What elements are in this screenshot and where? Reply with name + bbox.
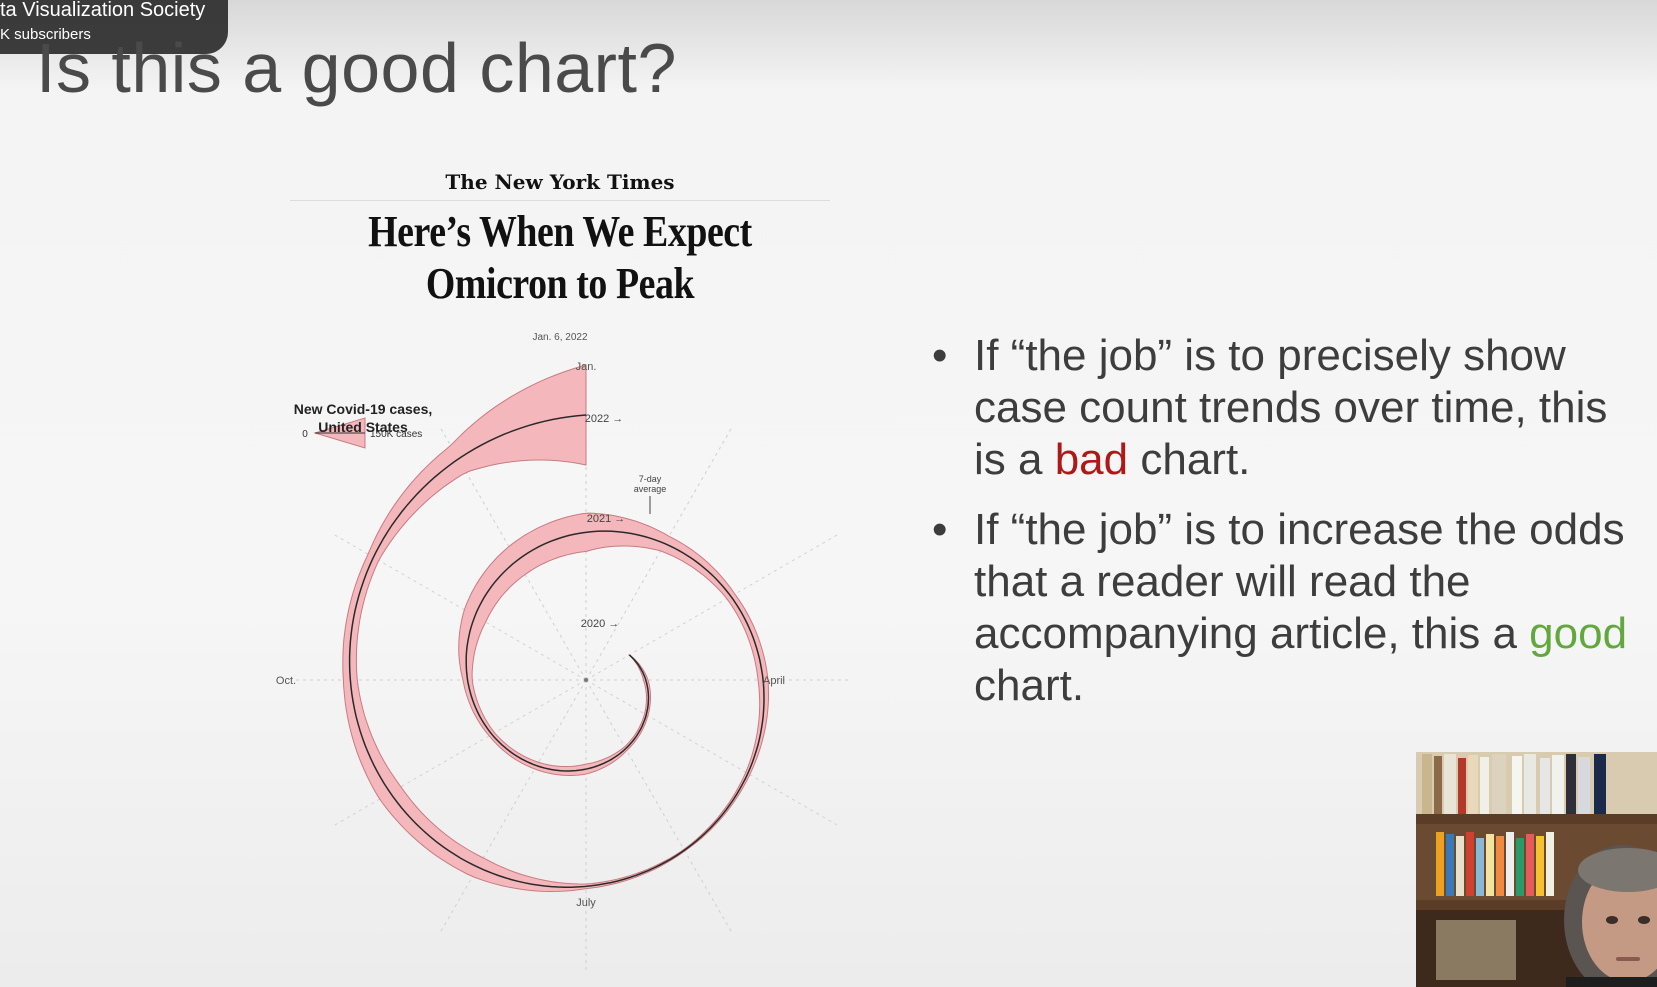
channel-overlay[interactable]: ta Visualization Society K subscribers [0, 0, 228, 54]
annotation-label: 7-day average [634, 474, 667, 494]
grid-spoke [585, 534, 838, 681]
figure-headline: Here’s When We Expect Omicron to Peak [368, 207, 752, 308]
publication-logo: The New York Times [445, 170, 675, 194]
annotation-line: average [634, 484, 667, 494]
highlight-word: good [1529, 609, 1628, 658]
seven-day-average-line [348, 414, 765, 888]
bullet-dot: • [932, 331, 948, 380]
month-label: April [763, 675, 785, 687]
webcam-video [1416, 752, 1657, 987]
subscriber-count: K subscribers [0, 26, 91, 43]
chart-center [584, 678, 588, 682]
bullet-dot: • [932, 505, 948, 554]
bullet-text-end: chart. [974, 661, 1085, 710]
chart-labels: Jan. April July Oct. 2020 → 2021 → 2022 → 7-day… [276, 361, 785, 909]
legend-max-label: 150K cases [370, 429, 422, 440]
year-label: 2021 → [587, 513, 626, 525]
grid-spoke [585, 428, 732, 681]
presenter-webcam [1416, 752, 1657, 987]
channel-name[interactable]: ta Visualization Society [0, 0, 206, 21]
highlight-word: bad [1054, 435, 1129, 484]
legend-zero-label: 0 [302, 429, 308, 440]
divider [290, 200, 830, 201]
legend-title: New Covid-19 cases, United States [293, 401, 433, 435]
year-label: 2022 → [585, 413, 624, 425]
chart-band [342, 364, 769, 893]
chart-grid [296, 390, 850, 970]
month-label: Oct. [276, 675, 296, 687]
grid-spoke [585, 679, 732, 932]
grid-spoke [440, 679, 587, 932]
month-label: July [576, 897, 596, 909]
bullet-text: If “the job” is to increase the odds tha… [974, 505, 1625, 658]
bullet-item: • If “the job” is to precisely show case… [932, 330, 1632, 486]
nyt-figure: The New York Times Here’s When We Expect… [270, 160, 850, 980]
slide-title: Is this a good chart? [36, 29, 677, 107]
chart-legend: 0 150K cases [302, 417, 422, 449]
bullet-list: • If “the job” is to precisely show case… [932, 330, 1632, 730]
cases-band [342, 364, 769, 893]
bullet-text-end: chart. [1128, 435, 1251, 484]
year-label: 2020 → [581, 618, 620, 630]
annotation-line: 7-day [639, 474, 662, 484]
figure-date: Jan. 6, 2022 [532, 332, 588, 343]
month-label: Jan. [576, 361, 597, 373]
bullet-text: If “the job” is to precisely show case c… [974, 331, 1608, 484]
bullet-item: • If “the job” is to increase the odds t… [932, 504, 1632, 712]
spiral-chart: Jan. April July Oct. 2020 → 2021 → 2022 → 7-day… [276, 361, 850, 970]
